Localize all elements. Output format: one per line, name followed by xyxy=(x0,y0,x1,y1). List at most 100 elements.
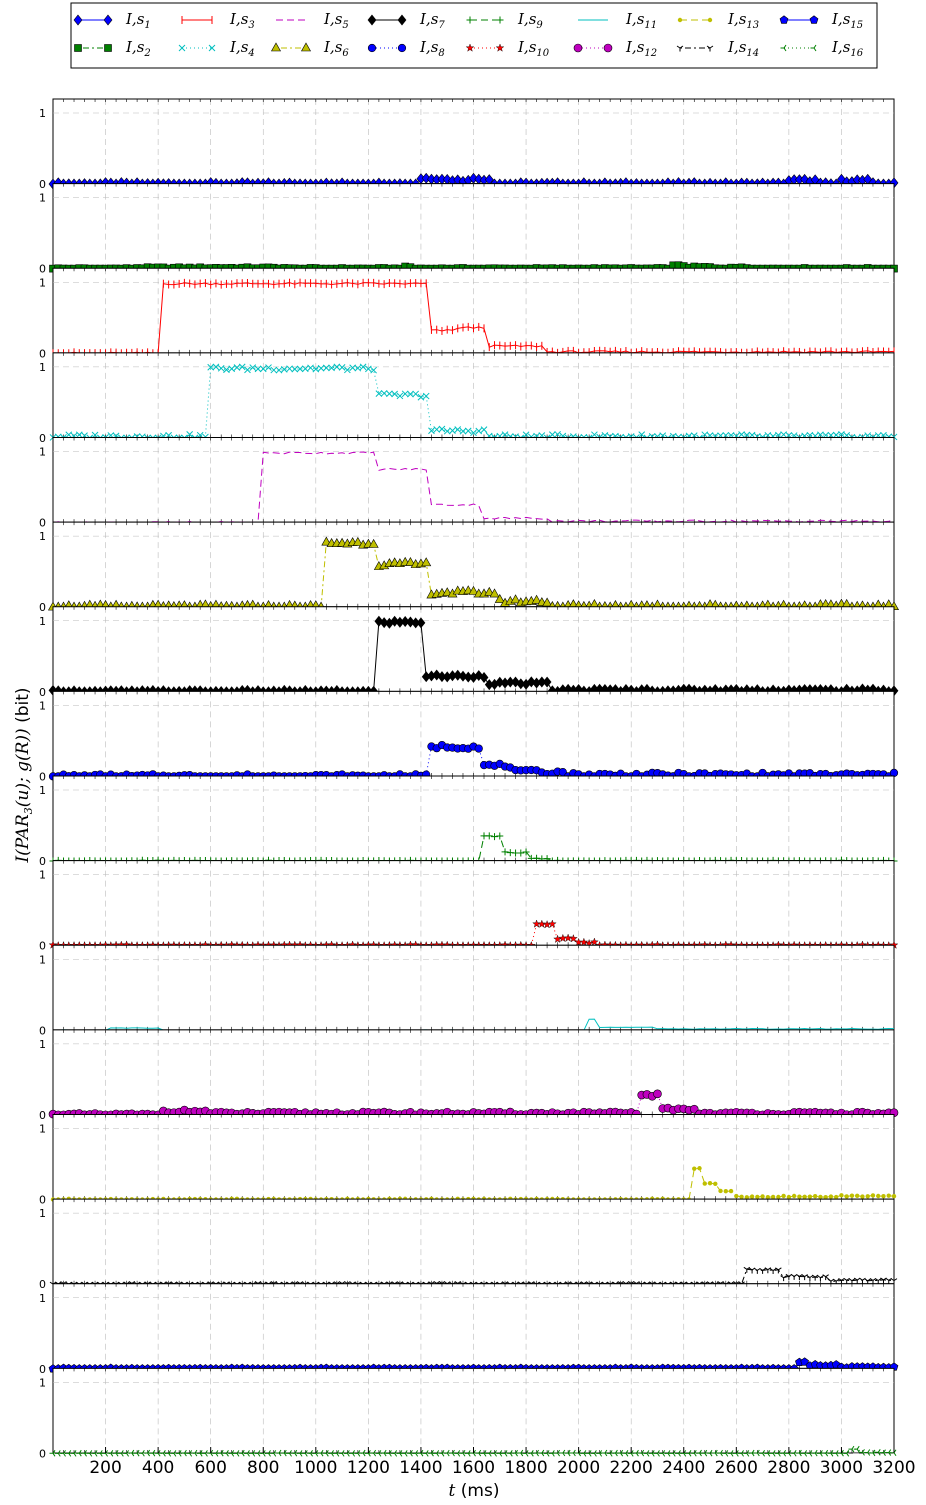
data-point xyxy=(416,617,426,629)
data-point xyxy=(522,848,530,856)
legend-label-sub: 7 xyxy=(438,20,445,31)
data-point xyxy=(839,1193,844,1198)
data-point xyxy=(307,364,314,372)
data-point xyxy=(207,363,215,371)
data-point xyxy=(739,1194,744,1200)
y-tick-label: 1 xyxy=(39,107,46,120)
legend-label-sub: 6 xyxy=(342,48,349,59)
legend-marker xyxy=(495,43,505,52)
subplot-panel: 01 xyxy=(39,944,895,1037)
data-point xyxy=(354,364,362,372)
legend-label-sub: 3 xyxy=(248,20,254,31)
data-point xyxy=(802,1194,807,1199)
legend-marker xyxy=(104,44,112,52)
data-point xyxy=(259,365,267,373)
data-point xyxy=(328,364,335,372)
data-point xyxy=(764,1267,772,1274)
legend-label: I,s3 xyxy=(229,10,255,31)
subplot-panel: 01 xyxy=(39,1198,898,1291)
data-point xyxy=(359,363,367,371)
data-point xyxy=(818,1194,823,1200)
subplot-panel: 01 xyxy=(39,1283,899,1376)
data-point xyxy=(275,366,283,374)
data-point xyxy=(370,366,377,374)
data-point xyxy=(454,426,462,433)
subplot-panel: 01 xyxy=(39,437,895,530)
data-point xyxy=(312,365,320,373)
data-point xyxy=(296,365,304,373)
data-point xyxy=(554,430,561,438)
data-point xyxy=(401,390,409,398)
legend-marker xyxy=(573,43,583,53)
series-line xyxy=(52,451,895,524)
data-point xyxy=(701,431,709,439)
y-tick-label: 0 xyxy=(39,432,46,445)
subplot-panel: 01 xyxy=(39,352,898,445)
legend-label-sub: 4 xyxy=(247,48,254,59)
y-tick-label: 1 xyxy=(39,1292,46,1305)
data-point xyxy=(844,1194,849,1199)
data-point xyxy=(501,431,509,439)
data-point xyxy=(390,615,400,627)
data-point xyxy=(870,1193,876,1198)
legend-marker xyxy=(300,42,312,52)
data-point xyxy=(491,833,499,841)
data-point xyxy=(876,1193,881,1199)
data-point xyxy=(386,390,393,398)
data-point xyxy=(380,389,388,397)
legend-marker xyxy=(178,44,186,52)
data-point xyxy=(579,937,589,946)
legend-marker xyxy=(780,44,787,52)
y-tick-label: 1 xyxy=(39,1207,46,1220)
legend-label-sub: 11 xyxy=(644,20,657,31)
data-point xyxy=(791,1193,797,1199)
data-point xyxy=(713,1181,718,1186)
data-point xyxy=(718,1188,723,1194)
legend-label: I,s1 xyxy=(125,10,151,31)
y-tick-label: 0 xyxy=(39,686,46,699)
data-point xyxy=(496,832,504,840)
y-tick-label: 1 xyxy=(39,192,46,205)
legend-marker xyxy=(208,44,216,52)
data-point xyxy=(801,1274,808,1281)
data-point xyxy=(375,390,383,397)
data-point xyxy=(321,536,332,546)
data-point xyxy=(480,426,488,433)
subplot-panel: 01 xyxy=(39,521,900,614)
data-point xyxy=(453,669,463,681)
subplot-panel: 01 xyxy=(39,267,895,360)
subplot-panel: 01 xyxy=(39,1114,897,1207)
legend-entry: I,s5 xyxy=(276,10,349,31)
data-point xyxy=(780,1275,787,1282)
y-tick-label: 0 xyxy=(39,1024,46,1037)
data-point xyxy=(590,937,599,946)
data-point xyxy=(244,366,251,374)
data-point xyxy=(702,1181,707,1186)
y-tick-label: 0 xyxy=(39,1447,46,1460)
data-point xyxy=(479,671,489,683)
data-point xyxy=(438,425,446,433)
data-point xyxy=(638,431,646,438)
legend-label-sub: 9 xyxy=(536,20,543,31)
legend-label: I,s4 xyxy=(229,38,255,59)
data-point xyxy=(368,538,379,548)
data-point xyxy=(217,364,225,372)
legend: I,s1I,s2I,s3I,s4I,s5I,s6I,s7I,s8I,s9I,s1… xyxy=(70,2,878,69)
legend-label-sub: 5 xyxy=(342,20,348,31)
y-tick-label: 1 xyxy=(39,869,46,882)
data-point xyxy=(548,431,556,439)
data-point xyxy=(849,1193,855,1198)
data-point xyxy=(817,431,824,439)
legend-label-sub: 2 xyxy=(143,48,150,59)
data-point xyxy=(591,431,598,439)
data-point xyxy=(749,1194,755,1199)
legend-entry: I,s3 xyxy=(181,10,255,31)
y-tick-label: 0 xyxy=(39,1363,46,1376)
y-tick-label: 1 xyxy=(39,953,46,966)
data-point xyxy=(396,392,404,400)
legend-frame xyxy=(70,2,878,69)
legend-marker xyxy=(496,16,504,24)
data-point xyxy=(494,593,505,603)
data-point xyxy=(212,363,220,371)
data-point xyxy=(228,365,236,373)
